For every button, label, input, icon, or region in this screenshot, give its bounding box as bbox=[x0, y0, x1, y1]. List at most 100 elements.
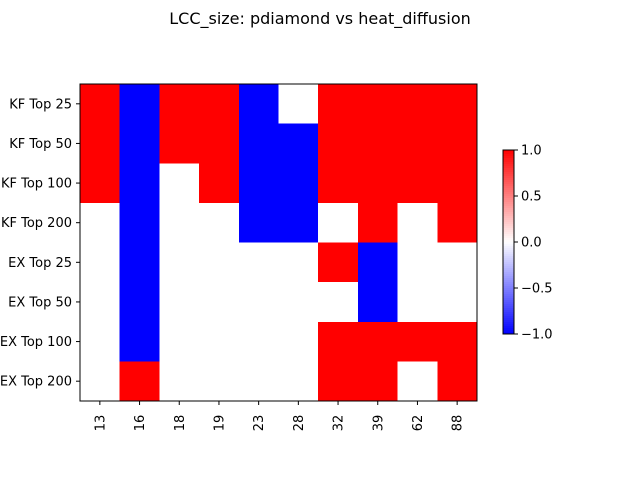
heatmap-cell bbox=[397, 242, 438, 283]
colorbar-segment bbox=[503, 196, 514, 199]
heatmap-cell bbox=[397, 321, 438, 362]
colorbar-segment bbox=[503, 182, 514, 185]
heatmap-cell bbox=[199, 361, 240, 402]
colorbar-segment bbox=[503, 192, 514, 195]
heatmap-cell bbox=[318, 242, 359, 283]
colorbar-segment bbox=[503, 270, 514, 273]
heatmap-cell bbox=[278, 361, 319, 402]
heatmap-cell bbox=[357, 123, 398, 164]
colorbar-segment bbox=[503, 194, 514, 197]
x-tick-label: 19 bbox=[212, 415, 227, 432]
colorbar-segment bbox=[503, 328, 514, 331]
chart-title: LCC_size: pdiamond vs heat_diffusion bbox=[169, 9, 471, 29]
colorbar-segment bbox=[503, 280, 514, 283]
heatmap-cell bbox=[437, 321, 478, 362]
heatmap-cell bbox=[437, 84, 478, 125]
y-tick-label: EX Top 200 bbox=[0, 375, 72, 390]
heatmap-cell bbox=[159, 84, 200, 125]
heatmap-cell bbox=[159, 282, 200, 323]
colorbar-segment bbox=[503, 306, 514, 309]
colorbar-segment bbox=[503, 156, 514, 159]
colorbar-segment bbox=[503, 272, 514, 275]
y-axis: KF Top 25 KF Top 50 KF Top 100 KF Top 200 EX… bbox=[0, 97, 80, 390]
colorbar-segment bbox=[503, 326, 514, 329]
heatmap-cell bbox=[199, 242, 240, 283]
heatmap-cell bbox=[357, 321, 398, 362]
colorbar-segment bbox=[503, 276, 514, 279]
colorbar-segment bbox=[503, 294, 514, 297]
colorbar-segment bbox=[503, 320, 514, 323]
colorbar-segment bbox=[503, 260, 514, 263]
colorbar-segment bbox=[503, 216, 514, 219]
colorbar-tick-label: 0.0 bbox=[521, 236, 542, 251]
colorbar-segment bbox=[503, 198, 514, 201]
colorbar-segment bbox=[503, 298, 514, 301]
heatmap-cell bbox=[318, 361, 359, 402]
colorbar-segment bbox=[503, 304, 514, 307]
heatmap-cell bbox=[238, 242, 279, 283]
colorbar-segment bbox=[503, 152, 514, 155]
colorbar-segment bbox=[503, 266, 514, 269]
plot-frame bbox=[79, 83, 478, 402]
heatmap-cell bbox=[278, 84, 319, 125]
heatmap-cell bbox=[278, 321, 319, 362]
heatmap-cell bbox=[357, 163, 398, 204]
colorbar-tick-label: 1.0 bbox=[521, 144, 542, 159]
colorbar-segment bbox=[503, 236, 514, 239]
colorbar-segment bbox=[503, 316, 514, 319]
heatmap-cell bbox=[437, 242, 478, 283]
colorbar-segment bbox=[503, 278, 514, 281]
colorbar-segment bbox=[503, 154, 514, 157]
colorbar-segment bbox=[503, 332, 514, 335]
colorbar-segment bbox=[503, 300, 514, 303]
colorbar-segment bbox=[503, 220, 514, 223]
heatmap-cells bbox=[80, 84, 478, 402]
colorbar-segment bbox=[503, 322, 514, 325]
x-tick-label: 32 bbox=[332, 415, 347, 432]
x-tick-label: 13 bbox=[93, 415, 108, 432]
heatmap-cell bbox=[199, 123, 240, 164]
y-tick-label: KF Top 50 bbox=[9, 137, 72, 152]
heatmap-cell bbox=[199, 282, 240, 323]
colorbar-segment bbox=[503, 202, 514, 205]
heatmap-cell bbox=[397, 163, 438, 204]
colorbar-segment bbox=[503, 206, 514, 209]
heatmap-cell bbox=[80, 321, 121, 362]
heatmap-cell bbox=[238, 321, 279, 362]
x-tick-label: 62 bbox=[411, 415, 426, 432]
heatmap-cell bbox=[119, 202, 160, 243]
colorbar-segment bbox=[503, 274, 514, 277]
heatmap-cell bbox=[437, 282, 478, 323]
colorbar-segment bbox=[503, 166, 514, 169]
colorbar-segment bbox=[503, 186, 514, 189]
heatmap-cell bbox=[238, 202, 279, 243]
heatmap-cell bbox=[357, 361, 398, 402]
heatmap-cell bbox=[397, 84, 438, 125]
heatmap-cell bbox=[80, 361, 121, 402]
x-tick-label: 39 bbox=[371, 415, 386, 432]
colorbar-segment bbox=[503, 282, 514, 285]
colorbar-segment bbox=[503, 256, 514, 259]
colorbar-segment bbox=[503, 234, 514, 237]
heatmap-cell bbox=[159, 163, 200, 204]
heatmap-cell bbox=[437, 163, 478, 204]
heatmap-cell bbox=[119, 361, 160, 402]
x-tick-label: 16 bbox=[133, 415, 148, 432]
heatmap-cell bbox=[318, 84, 359, 125]
heatmap-cell bbox=[80, 202, 121, 243]
heatmap-cell bbox=[159, 321, 200, 362]
colorbar-segment bbox=[503, 254, 514, 257]
colorbar-segment bbox=[503, 290, 514, 293]
x-tick-label: 28 bbox=[292, 415, 307, 432]
colorbar-tick-label: −0.5 bbox=[521, 282, 553, 297]
heatmap-cell bbox=[159, 361, 200, 402]
colorbar-segment bbox=[503, 232, 514, 235]
colorbar-segment bbox=[503, 226, 514, 229]
heatmap-cell bbox=[318, 282, 359, 323]
colorbar-segment bbox=[503, 178, 514, 181]
colorbar-segment bbox=[503, 324, 514, 327]
colorbar-segment bbox=[503, 250, 514, 253]
colorbar-segment bbox=[503, 318, 514, 321]
heatmap-cell bbox=[397, 361, 438, 402]
